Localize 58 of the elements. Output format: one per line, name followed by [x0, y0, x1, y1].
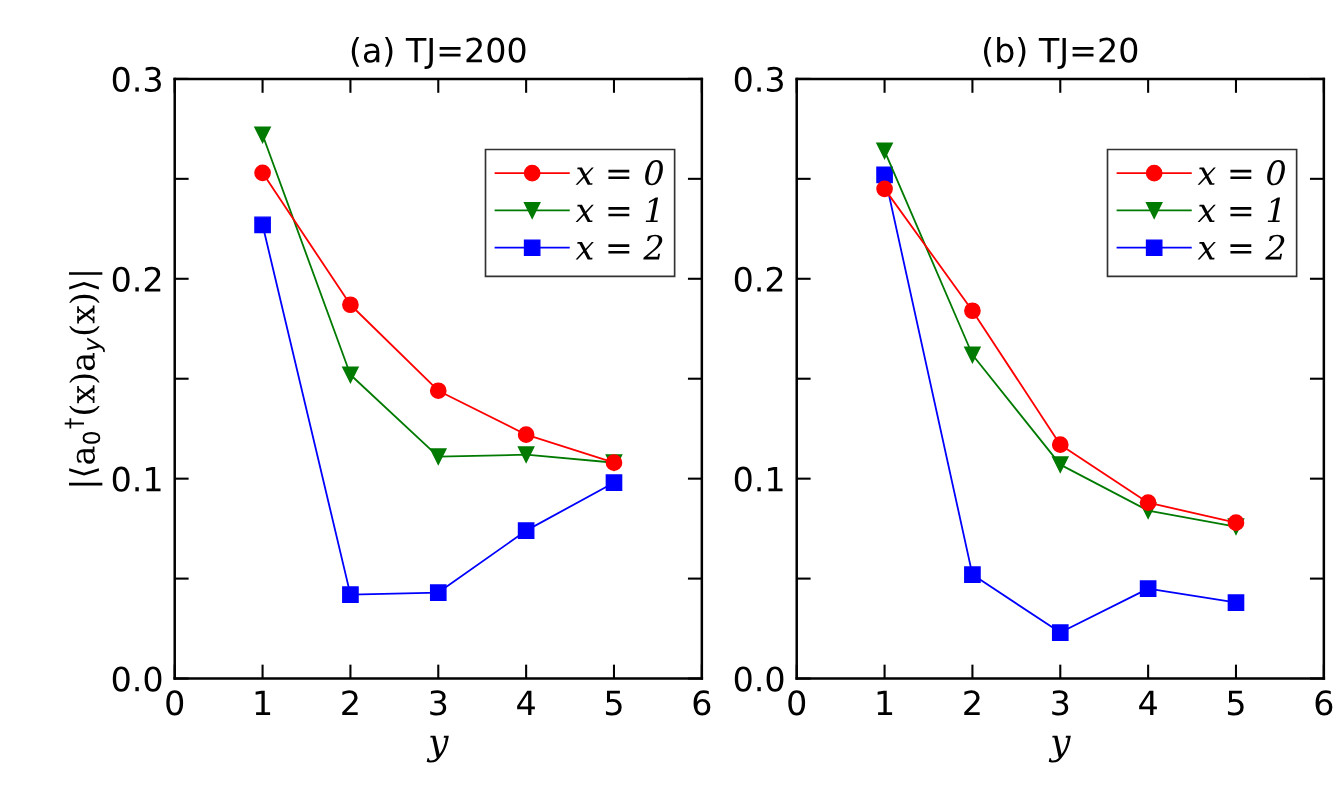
- y-tick-label: 0.3: [112, 66, 161, 93]
- point: [429, 584, 447, 601]
- x-tick-label: 6: [1315, 690, 1333, 716]
- legend-label: x = 2: [575, 234, 663, 260]
- point: [517, 522, 535, 539]
- legend-label: x = 0: [575, 160, 663, 186]
- x-tick-label: 0: [788, 690, 806, 716]
- point: [254, 126, 271, 144]
- x-tick-label: 4: [517, 690, 535, 715]
- point: [1227, 514, 1245, 531]
- legend-label: x = 0: [1197, 160, 1285, 186]
- point: [876, 180, 893, 198]
- point: [1139, 580, 1157, 597]
- point: [964, 302, 981, 320]
- point: [1139, 494, 1157, 511]
- y-tick-label: 0.2: [734, 266, 783, 292]
- point: [964, 346, 981, 364]
- y-tick-label: 0.0: [112, 666, 162, 692]
- y-tick-label: 0.1: [112, 466, 161, 492]
- x-tick-label: 3: [430, 690, 447, 716]
- x-tick-label: 5: [1227, 690, 1244, 716]
- x-tick-label: 1: [877, 690, 893, 715]
- point: [964, 566, 981, 583]
- point: [605, 474, 623, 491]
- point: [254, 216, 271, 234]
- point: [429, 382, 447, 400]
- point: [429, 448, 447, 466]
- point: [1227, 594, 1245, 611]
- x-tick-label: 3: [1052, 690, 1069, 716]
- point: [517, 426, 535, 444]
- x-tick-label: 1: [255, 690, 271, 715]
- x-axis-title: y: [1048, 735, 1071, 763]
- point: [1051, 436, 1069, 454]
- chart-title: (a) TJ=200: [351, 36, 526, 69]
- x-tick-label: 6: [693, 690, 711, 716]
- point: [254, 164, 271, 182]
- legend-label: x = 1: [1197, 197, 1281, 223]
- legend-label: x = 2: [1197, 234, 1285, 260]
- x-axis-title: y: [426, 735, 449, 763]
- y-tick-label: 0.3: [734, 66, 783, 93]
- point: [342, 586, 359, 603]
- chart-title: (b) TJ=20: [983, 36, 1138, 69]
- point: [1051, 456, 1069, 474]
- y-tick-label: 0.0: [734, 666, 784, 692]
- x-tick-label: 5: [605, 690, 622, 716]
- y-tick-label: 0.2: [112, 266, 161, 292]
- x-tick-label: 2: [964, 690, 980, 715]
- y-axis-title: |⟨a$_{0}$$^{†}$(x)a$_{y}$(x)⟩|: [64, 272, 105, 486]
- x-tick-label: 0: [166, 690, 184, 716]
- y-tick-label: 0.1: [734, 466, 783, 492]
- point: [876, 142, 893, 160]
- x-tick-label: 2: [342, 690, 358, 715]
- point: [517, 446, 535, 464]
- legend-label: x = 1: [575, 197, 659, 223]
- x-tick-label: 4: [1139, 690, 1157, 715]
- point: [342, 366, 359, 384]
- point: [342, 296, 359, 314]
- point: [1051, 624, 1069, 641]
